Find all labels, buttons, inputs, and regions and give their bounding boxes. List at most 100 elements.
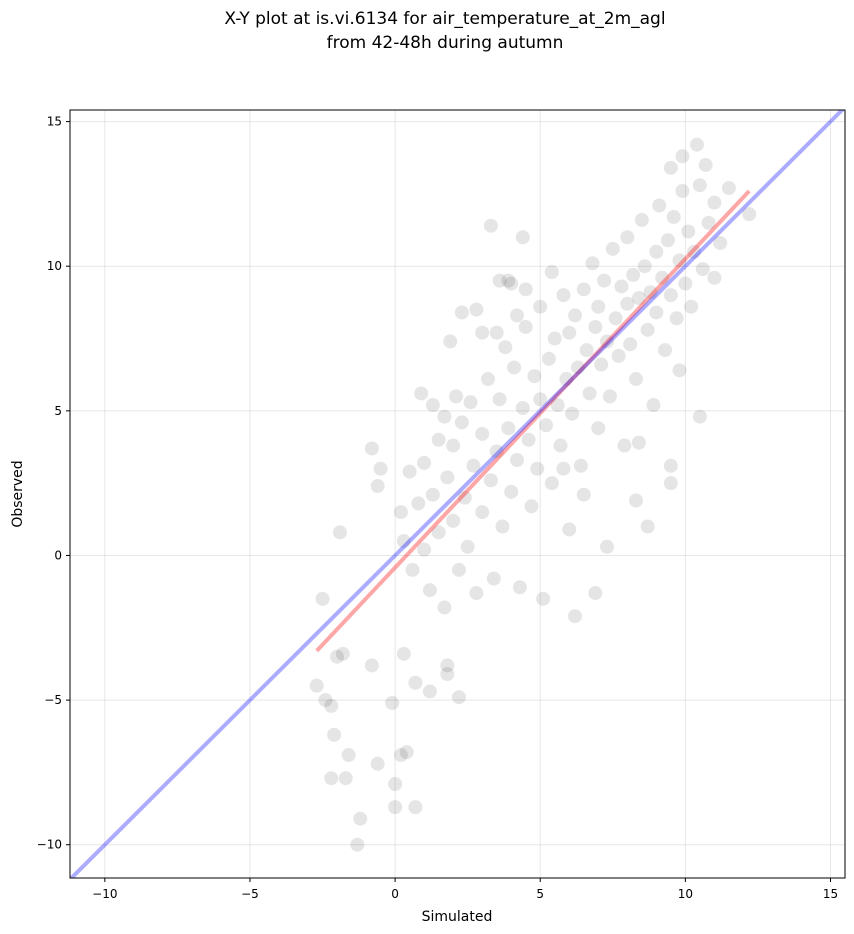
- point: [576, 487, 591, 502]
- point: [515, 230, 530, 245]
- point: [550, 398, 565, 413]
- point: [681, 224, 696, 239]
- point: [498, 340, 513, 355]
- point: [489, 444, 504, 459]
- point: [417, 542, 432, 557]
- point: [510, 308, 525, 323]
- point: [388, 776, 403, 791]
- point: [486, 571, 501, 586]
- point: [675, 149, 690, 164]
- point: [469, 302, 484, 317]
- point: [414, 386, 429, 401]
- point: [649, 305, 664, 320]
- point: [480, 372, 495, 387]
- point: [629, 372, 644, 387]
- point: [588, 586, 603, 601]
- point: [527, 369, 542, 384]
- point: [658, 343, 673, 358]
- point: [599, 539, 614, 554]
- point: [370, 479, 385, 494]
- point: [396, 534, 411, 549]
- point: [585, 256, 600, 271]
- y-tick-label: 10: [47, 259, 62, 273]
- point: [565, 406, 580, 421]
- point: [475, 426, 490, 441]
- point: [672, 363, 687, 378]
- point: [315, 591, 330, 606]
- point: [611, 348, 626, 363]
- point: [707, 195, 722, 210]
- point: [364, 658, 379, 673]
- y-axis-label: Observed: [10, 460, 26, 527]
- point: [443, 334, 458, 349]
- point: [707, 270, 722, 285]
- point: [449, 389, 464, 404]
- point: [437, 409, 452, 424]
- point: [687, 244, 702, 259]
- point: [617, 438, 632, 453]
- point: [451, 690, 466, 705]
- point: [631, 291, 646, 306]
- point: [422, 583, 437, 598]
- point: [425, 487, 440, 502]
- point: [417, 455, 432, 470]
- point: [524, 499, 539, 514]
- point: [457, 490, 472, 505]
- point: [544, 264, 559, 279]
- point: [579, 343, 594, 358]
- point: [463, 395, 478, 410]
- point: [370, 756, 385, 771]
- point: [556, 461, 571, 476]
- point: [510, 453, 525, 468]
- point: [388, 800, 403, 815]
- fit-line: [70, 110, 845, 878]
- fit-line: [315, 189, 751, 653]
- point: [675, 183, 690, 198]
- point: [501, 273, 516, 288]
- x-tick-label: 5: [536, 887, 544, 901]
- grid: [70, 110, 845, 878]
- point: [684, 299, 699, 314]
- point: [626, 267, 641, 282]
- point: [649, 244, 664, 259]
- point: [504, 484, 519, 499]
- point: [559, 372, 574, 387]
- point: [640, 519, 655, 534]
- point: [469, 586, 484, 601]
- point: [335, 646, 350, 661]
- point: [431, 525, 446, 540]
- point: [742, 207, 757, 222]
- x-axis-label: Simulated: [422, 909, 493, 925]
- point: [425, 398, 440, 413]
- point: [475, 505, 490, 520]
- point: [573, 458, 588, 473]
- point: [663, 476, 678, 491]
- point: [454, 305, 469, 320]
- point: [446, 513, 461, 528]
- point: [460, 539, 475, 554]
- point: [327, 727, 342, 742]
- point: [689, 137, 704, 152]
- point: [504, 276, 519, 291]
- point: [501, 421, 516, 436]
- point: [515, 400, 530, 415]
- point: [533, 392, 548, 407]
- point: [570, 360, 585, 375]
- point: [721, 181, 736, 196]
- point: [646, 398, 661, 413]
- point: [440, 470, 455, 485]
- point: [408, 675, 423, 690]
- point: [678, 276, 693, 291]
- point: [530, 461, 545, 476]
- point: [669, 311, 684, 326]
- point: [393, 505, 408, 520]
- point: [350, 837, 365, 852]
- point: [309, 678, 324, 693]
- point: [533, 299, 548, 314]
- point: [692, 178, 707, 193]
- plot-frame: [69, 109, 846, 879]
- point: [332, 525, 347, 540]
- point: [489, 325, 504, 340]
- point: [623, 337, 638, 352]
